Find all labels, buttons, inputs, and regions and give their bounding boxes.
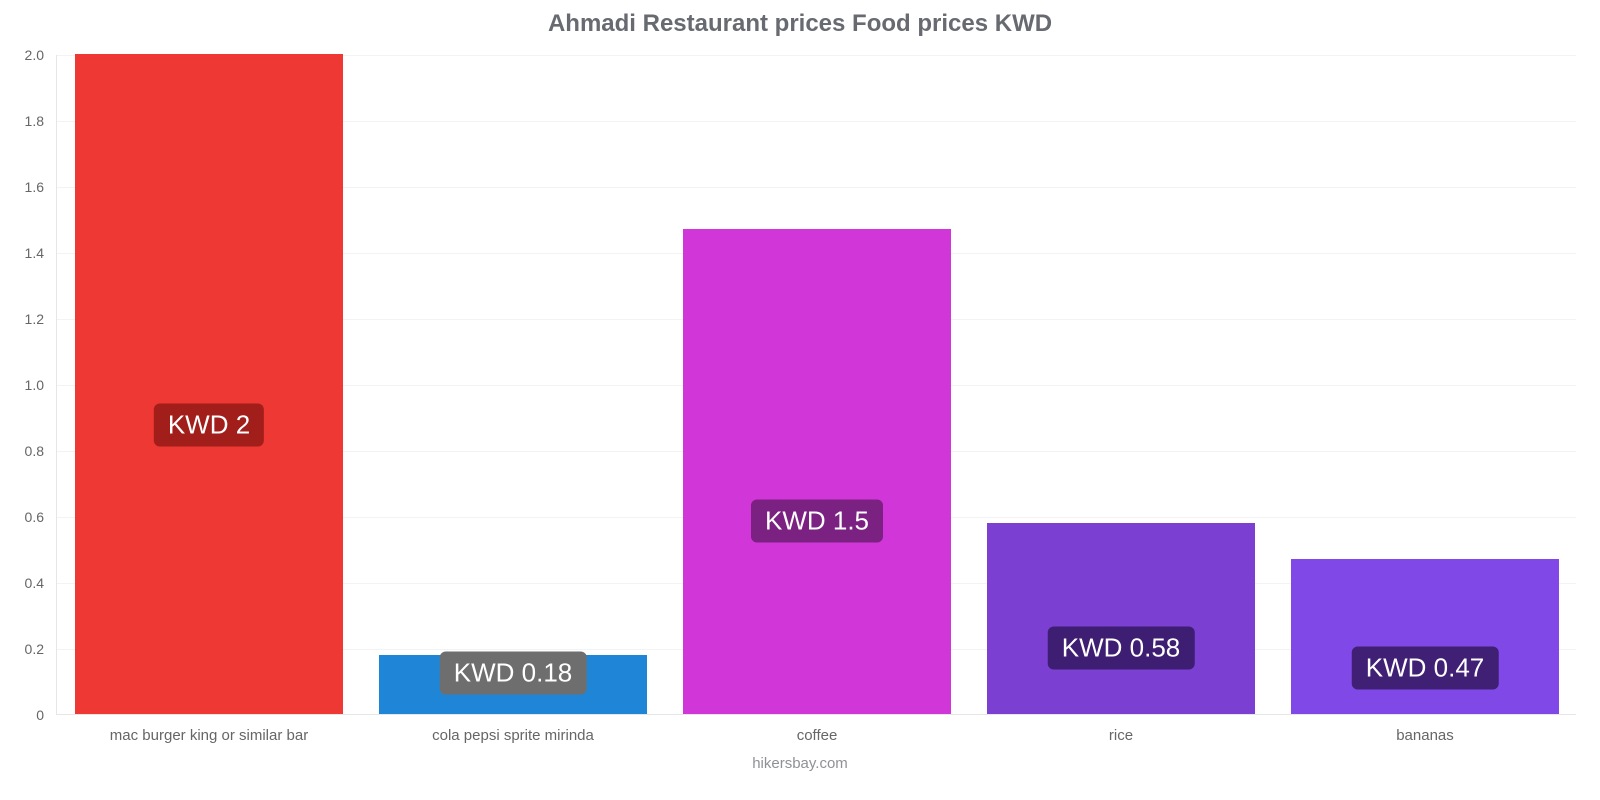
x-category-label: rice xyxy=(1109,727,1133,744)
bar-value-label: KWD 2 xyxy=(154,403,264,446)
x-category-label: mac burger king or similar bar xyxy=(110,727,308,744)
chart-title: Ahmadi Restaurant prices Food prices KWD xyxy=(0,10,1600,38)
y-tick-label: 0.4 xyxy=(4,575,44,591)
bar xyxy=(683,229,951,714)
bar xyxy=(75,54,343,714)
bar xyxy=(987,523,1255,714)
y-tick-label: 1.0 xyxy=(4,377,44,393)
y-tick-label: 1.2 xyxy=(4,311,44,327)
bar-value-label: KWD 0.47 xyxy=(1352,647,1499,690)
y-tick-label: 0.2 xyxy=(4,641,44,657)
bar-value-label: KWD 0.18 xyxy=(440,652,587,695)
y-tick-label: 0 xyxy=(4,707,44,723)
y-tick-label: 1.6 xyxy=(4,179,44,195)
y-tick-label: 2.0 xyxy=(4,47,44,63)
bar-value-label: KWD 1.5 xyxy=(751,499,883,542)
bar xyxy=(1291,559,1559,714)
y-tick-label: 0.8 xyxy=(4,443,44,459)
y-tick-label: 1.4 xyxy=(4,245,44,261)
plot-area: 00.20.40.60.81.01.21.41.61.82.0KWD 2mac … xyxy=(56,55,1576,715)
y-tick-label: 1.8 xyxy=(4,113,44,129)
x-category-label: bananas xyxy=(1396,727,1454,744)
x-category-label: cola pepsi sprite mirinda xyxy=(432,727,594,744)
y-tick-label: 0.6 xyxy=(4,509,44,525)
chart-credit: hikersbay.com xyxy=(0,755,1600,772)
x-category-label: coffee xyxy=(797,727,838,744)
bar-value-label: KWD 0.58 xyxy=(1048,627,1195,670)
price-chart: Ahmadi Restaurant prices Food prices KWD… xyxy=(0,0,1600,800)
